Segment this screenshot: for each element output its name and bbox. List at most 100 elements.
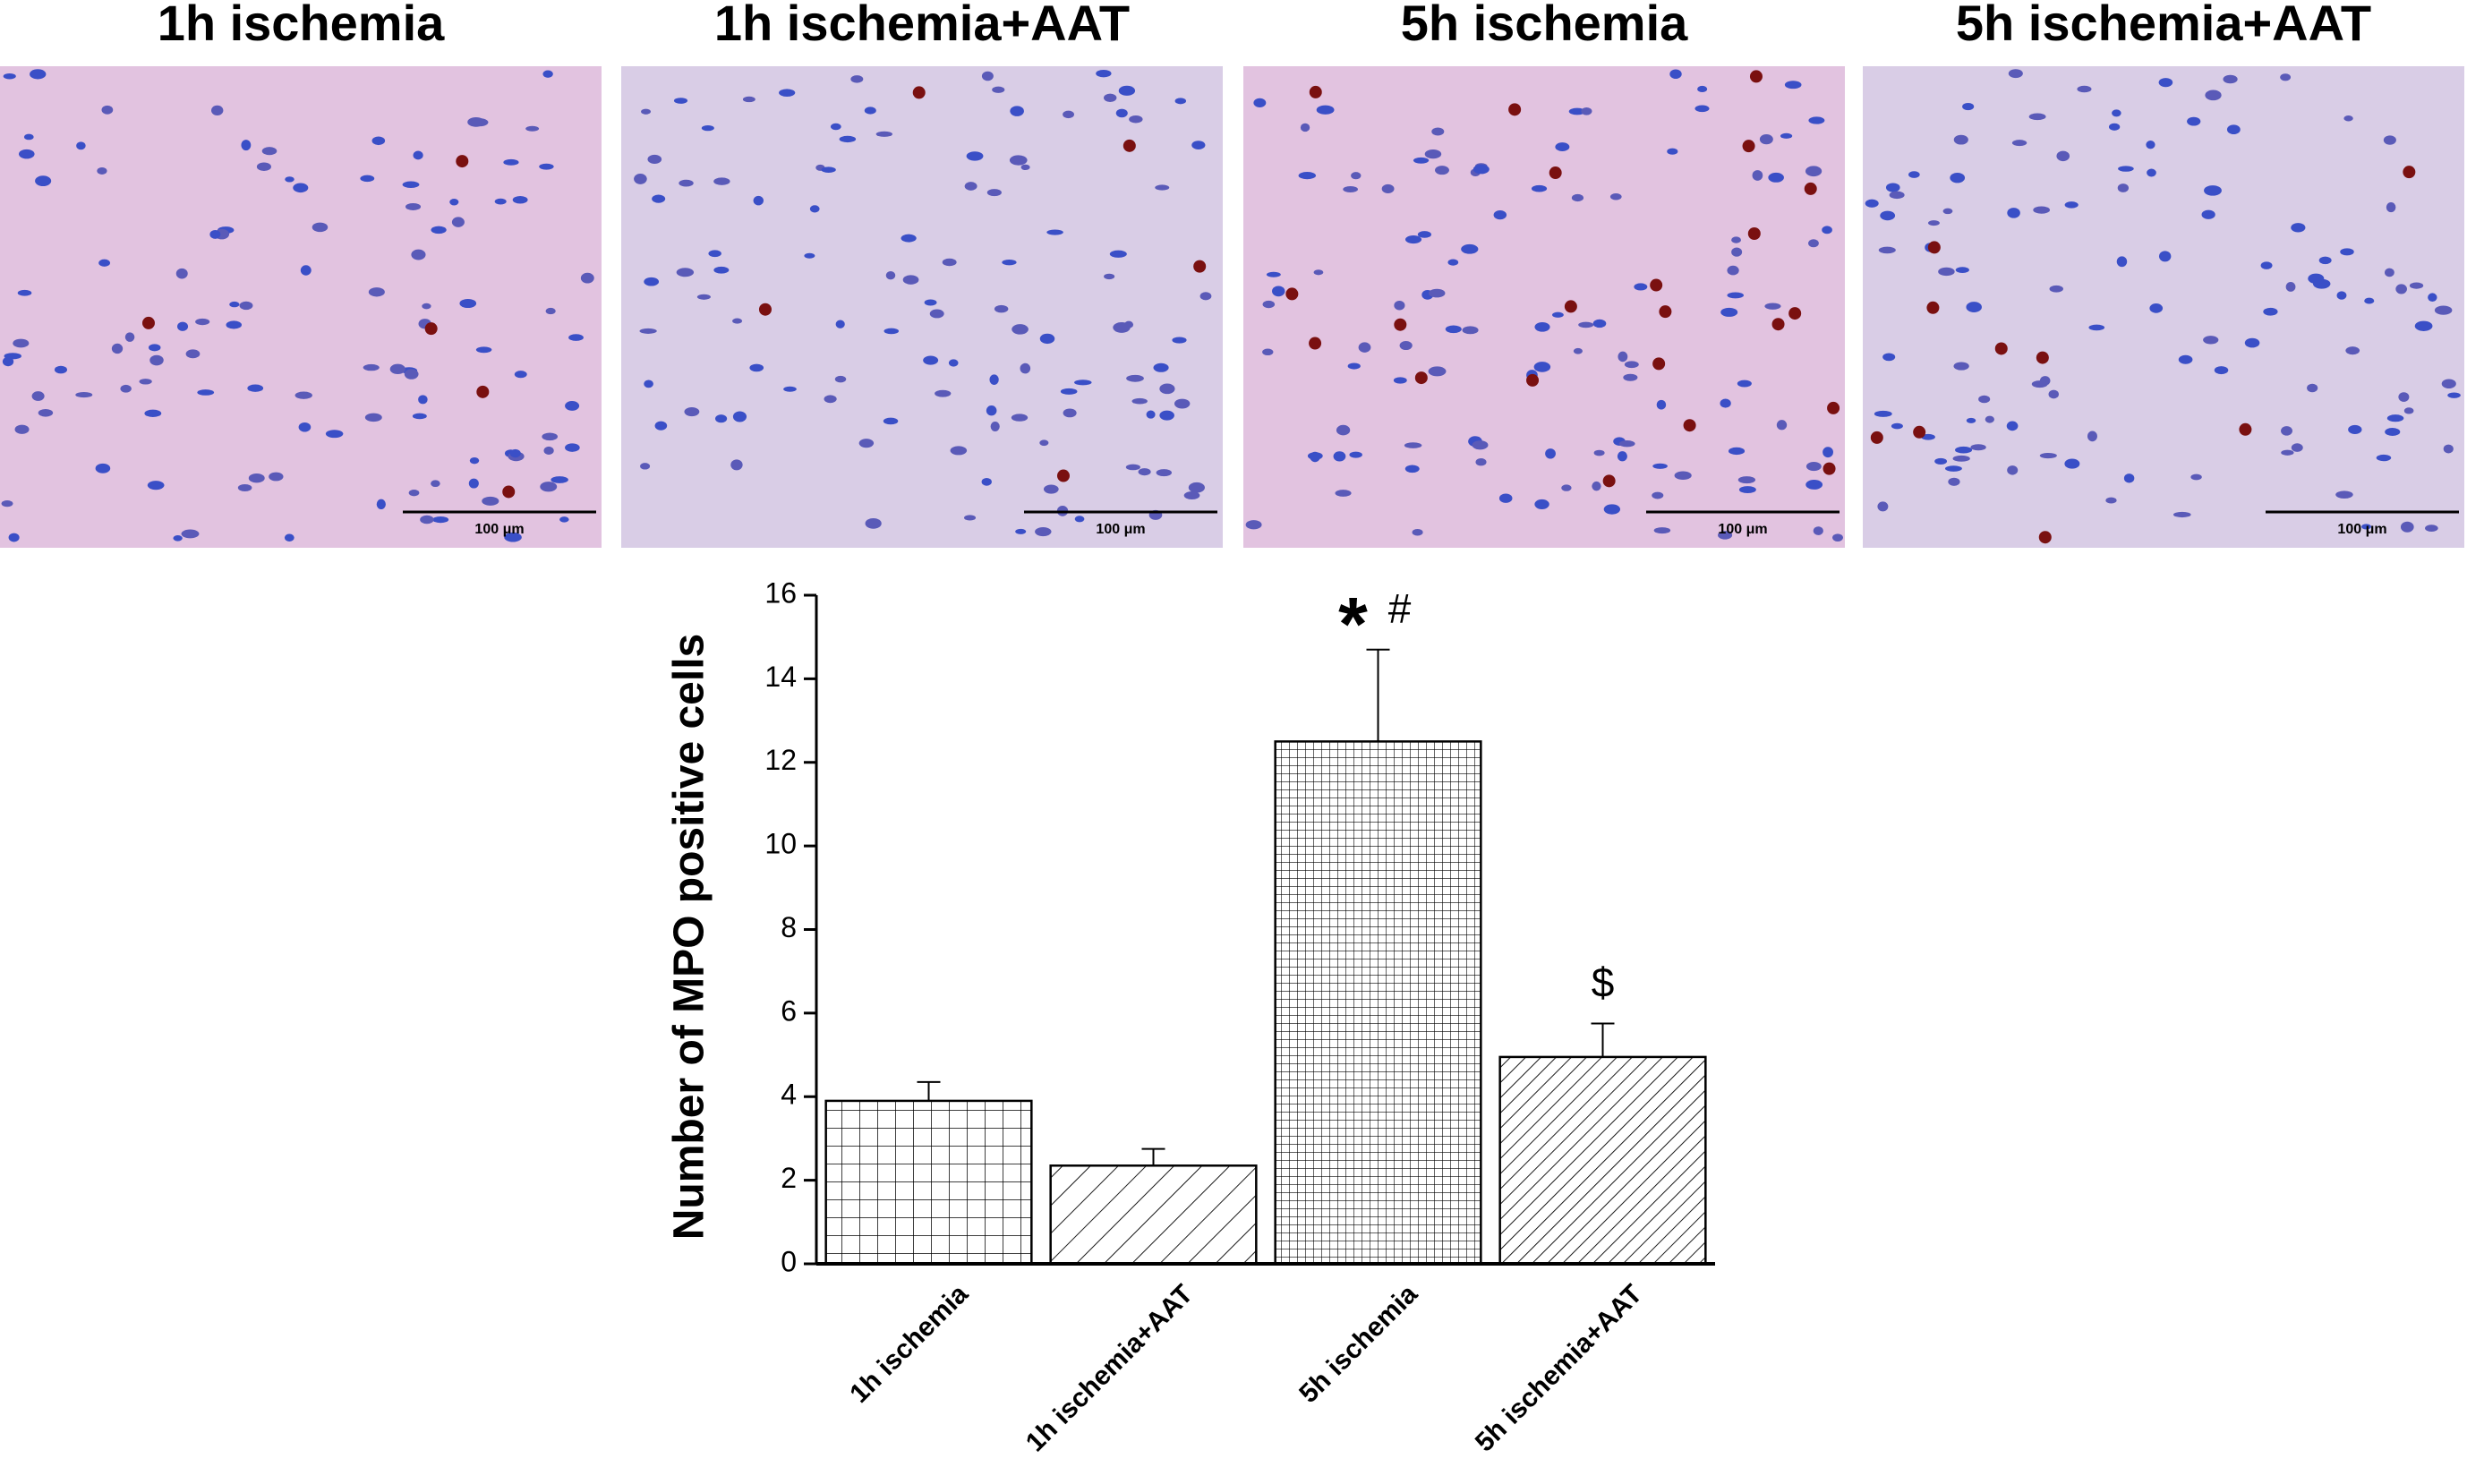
- nucleus: [835, 320, 845, 328]
- nucleus: [197, 389, 215, 396]
- y-tick-label: 6: [781, 994, 797, 1027]
- nucleus: [640, 463, 651, 470]
- nucleus: [981, 477, 992, 486]
- nucleus: [1012, 324, 1029, 335]
- nucleus: [1009, 155, 1028, 166]
- nucleus: [864, 107, 876, 115]
- nucleus: [950, 446, 968, 456]
- mpo-cell: [1526, 373, 1540, 387]
- error-bar: [1366, 648, 1390, 742]
- nucleus: [696, 294, 711, 300]
- nucleus: [2280, 73, 2292, 81]
- nucleus: [1880, 210, 1896, 221]
- scale-label: 100 μm: [474, 522, 524, 537]
- nucleus: [2190, 473, 2202, 481]
- nucleus: [1060, 388, 1078, 395]
- nucleus: [1046, 229, 1063, 235]
- nucleus: [1948, 477, 1960, 486]
- nucleus: [298, 422, 312, 432]
- nucleus: [412, 413, 427, 420]
- nucleus: [248, 473, 265, 483]
- tissue: [1243, 66, 1845, 548]
- nucleus: [1404, 235, 1422, 244]
- nucleus: [1126, 374, 1144, 382]
- nucleus: [992, 86, 1005, 93]
- nucleus: [195, 318, 210, 326]
- nucleus: [364, 413, 382, 422]
- nucleus: [652, 194, 666, 203]
- nucleus: [431, 226, 447, 235]
- y-tick-label: 12: [764, 744, 797, 776]
- mpo-cell: [476, 385, 490, 398]
- mpo-cell: [456, 155, 469, 168]
- nucleus: [229, 301, 240, 308]
- nucleus: [1978, 395, 1991, 404]
- nucleus: [1156, 469, 1172, 477]
- nucleus: [1011, 414, 1029, 422]
- nucleus: [2383, 135, 2396, 145]
- nucleus: [95, 463, 111, 473]
- nucleus: [1561, 484, 1572, 491]
- mpo-cell: [1823, 462, 1836, 475]
- nucleus: [2385, 428, 2401, 436]
- bar: [1049, 1164, 1258, 1266]
- nucleus: [1545, 448, 1556, 459]
- nucleus: [2307, 383, 2318, 393]
- nucleus: [804, 252, 815, 259]
- nucleus: [708, 250, 721, 258]
- nucleus: [539, 163, 554, 170]
- nucleus: [2, 356, 14, 367]
- nucleus: [239, 301, 253, 311]
- nucleus: [2205, 90, 2222, 101]
- mpo-cell: [1652, 357, 1666, 371]
- mpo-cell: [1309, 337, 1322, 350]
- error-bar: [917, 1080, 941, 1101]
- nucleus: [2158, 251, 2172, 262]
- nucleus: [1950, 172, 1966, 183]
- nucleus: [1731, 236, 1741, 243]
- mpo-cell: [502, 485, 516, 499]
- micrograph: 100 μm: [0, 66, 602, 548]
- nucleus: [1985, 415, 1994, 423]
- nucleus: [2376, 454, 2392, 462]
- nucleus: [1694, 105, 1710, 113]
- bar: [824, 1099, 1033, 1266]
- nucleus: [2064, 458, 2080, 469]
- nucleus: [38, 408, 54, 417]
- nucleus: [2117, 183, 2130, 192]
- nucleus: [2336, 291, 2347, 300]
- nucleus: [543, 446, 554, 456]
- nucleus: [1096, 69, 1112, 78]
- annotation: $: [1592, 959, 1615, 1006]
- nucleus: [1656, 399, 1667, 410]
- nucleus: [1720, 398, 1731, 408]
- nucleus: [2201, 209, 2215, 219]
- nucleus: [1568, 107, 1586, 115]
- nucleus: [749, 363, 764, 372]
- tissue: [1863, 66, 2464, 548]
- nucleus: [981, 71, 994, 81]
- mpo-cell: [1994, 342, 2008, 355]
- nucleus: [1776, 420, 1788, 431]
- nucleus: [1266, 271, 1281, 277]
- nucleus: [966, 151, 984, 161]
- nucleus: [1333, 451, 1346, 462]
- nucleus: [2318, 256, 2332, 265]
- nucleus: [1272, 286, 1285, 297]
- nucleus: [1889, 191, 1905, 200]
- nucleus: [2033, 206, 2051, 214]
- nucleus: [1429, 288, 1446, 298]
- nucleus: [1764, 303, 1781, 310]
- nucleus: [1118, 85, 1136, 96]
- y-axis-label: Number of MPO positive cells: [666, 634, 713, 1240]
- mpo-cell: [1650, 278, 1663, 292]
- nucleus: [261, 147, 277, 156]
- nucleus: [1944, 465, 1962, 472]
- nucleus: [2064, 201, 2079, 209]
- nucleus: [1262, 300, 1276, 309]
- mpo-cell: [1285, 287, 1299, 301]
- nucleus: [2244, 337, 2260, 348]
- nucleus: [1942, 208, 1953, 215]
- nucleus: [1759, 134, 1773, 145]
